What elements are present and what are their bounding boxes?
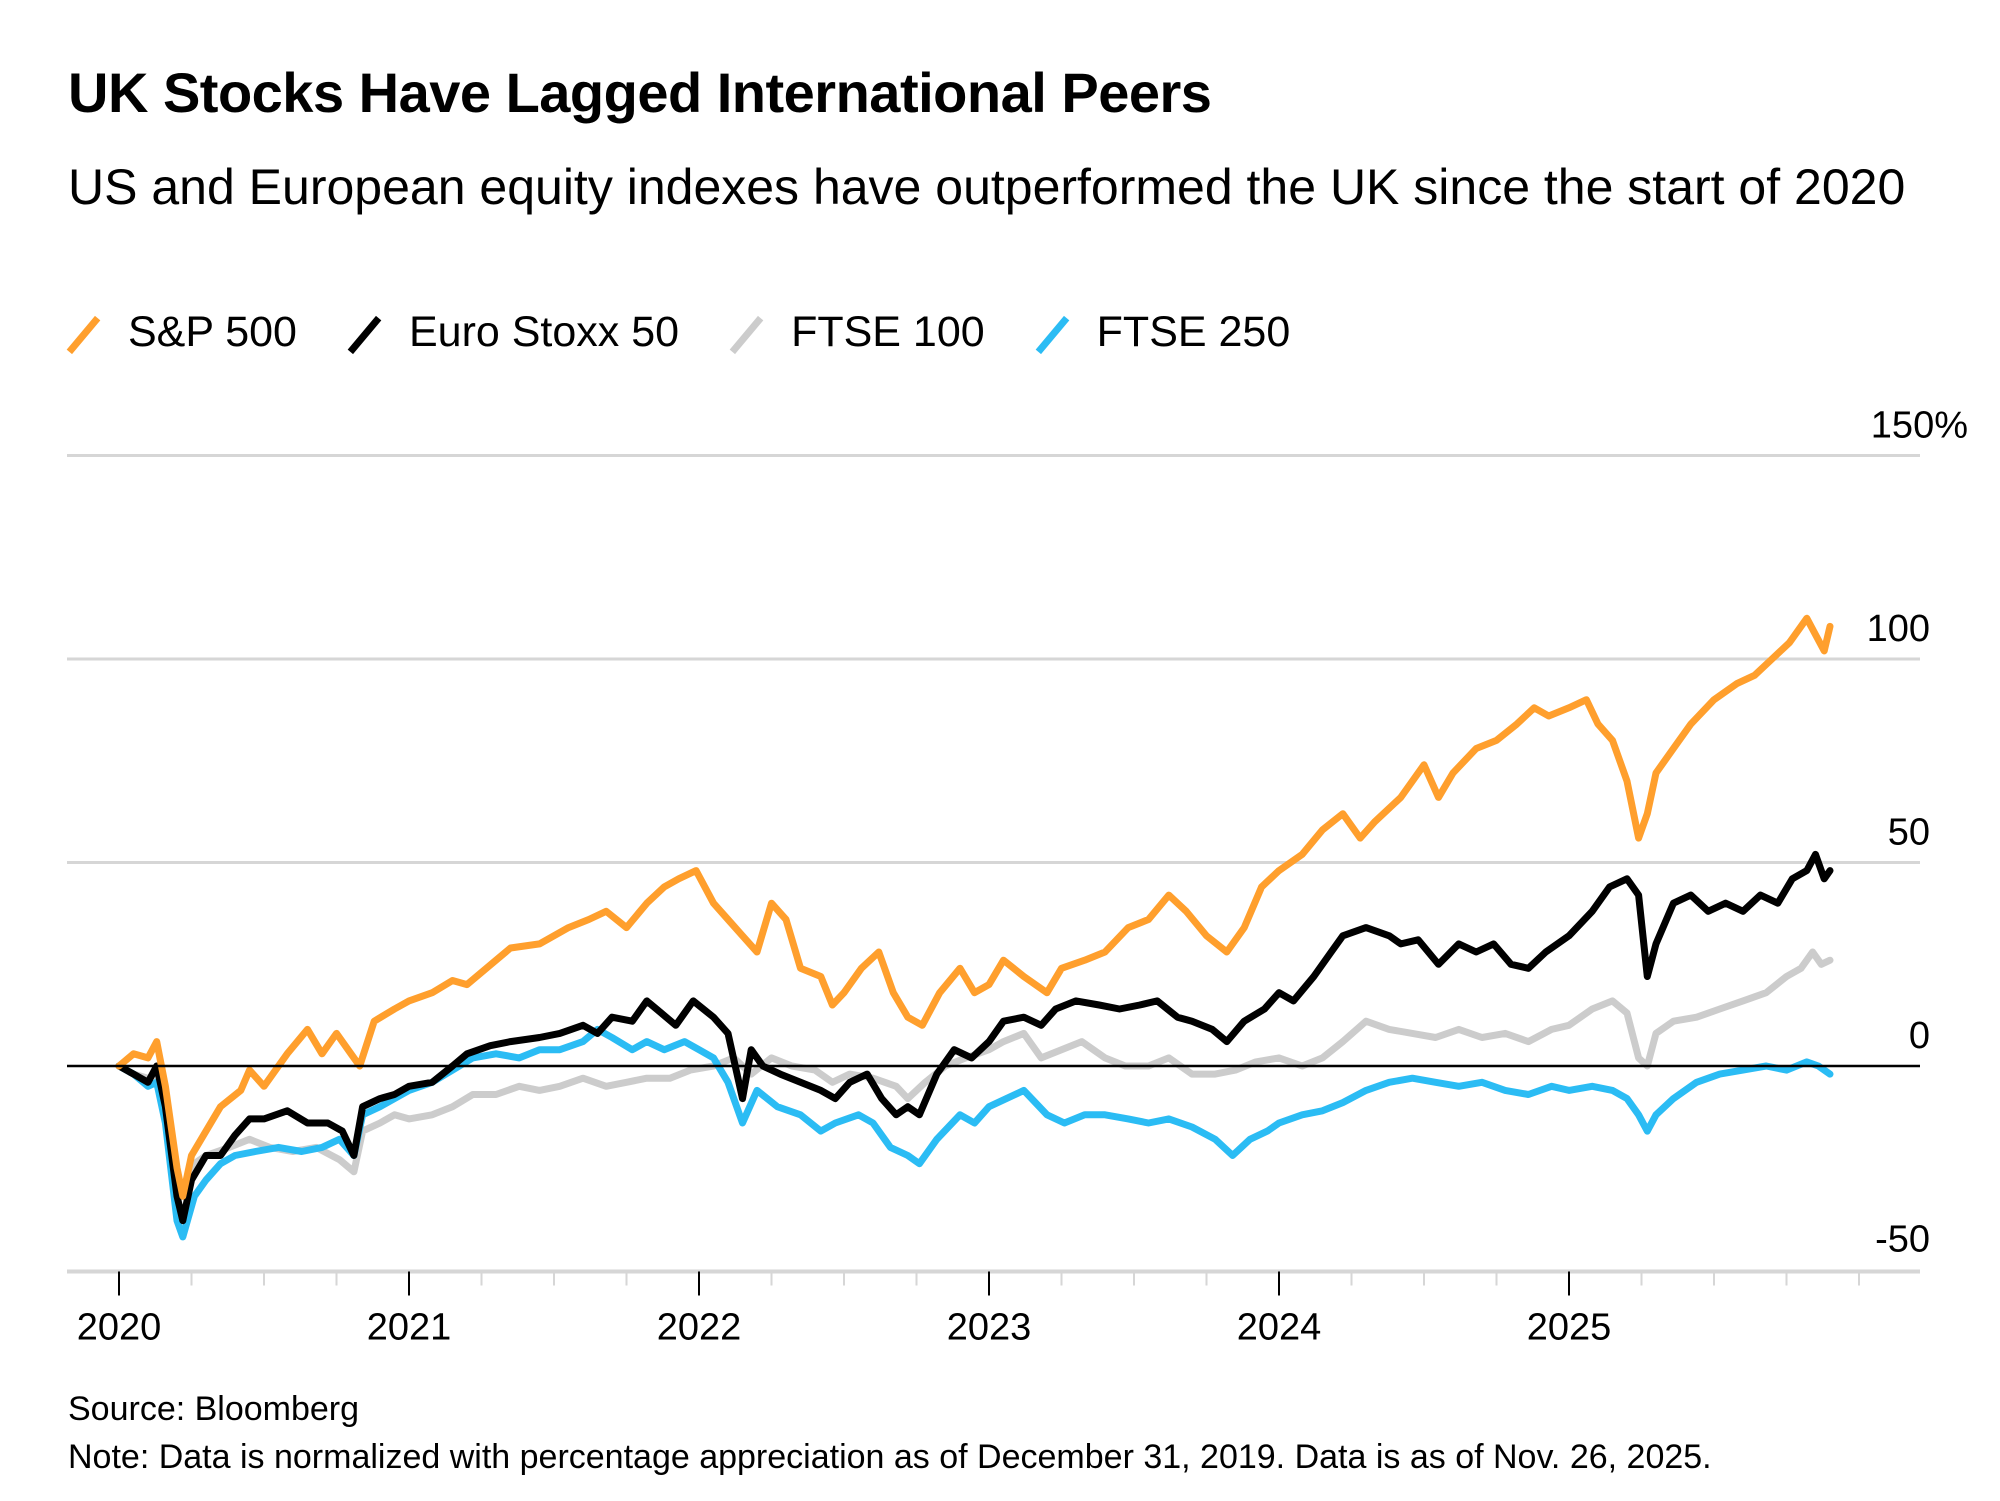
y-tick-label: -50	[1875, 1219, 1930, 1261]
x-tick-label: 2025	[1527, 1307, 1612, 1349]
series-lines	[115, 614, 1834, 1241]
series-line-euro-stoxx-50	[115, 850, 1834, 1225]
series-line-s-p-500	[115, 614, 1834, 1200]
chart-title: UK Stocks Have Lagged International Peer…	[68, 61, 1212, 124]
series-line-ftse-250	[115, 1025, 1834, 1241]
legend: S&P 500 Euro Stoxx 50 FTSE 100 FTSE 250	[68, 308, 1342, 357]
x-tick-label: 2020	[77, 1307, 162, 1349]
legend-item-euro-stoxx-50: Euro Stoxx 50	[349, 308, 679, 357]
y-tick-label: 50	[1888, 812, 1930, 854]
x-axis: 2020 2021 2022 2023 2024 2025	[67, 1269, 1920, 1349]
legend-item-ftse-250: FTSE 250	[1037, 308, 1291, 357]
x-tick-label: 2021	[367, 1307, 452, 1349]
y-axis: 150% 100 50 0 -50	[1867, 405, 1968, 1261]
x-tick-label: 2023	[947, 1307, 1032, 1349]
gridlines	[67, 454, 1920, 864]
source-note: Source: Bloomberg	[68, 1390, 360, 1428]
chart-subtitle: US and European equity indexes have outp…	[68, 159, 1906, 215]
y-tick-label: 100	[1867, 608, 1930, 650]
legend-item-ftse-100: FTSE 100	[731, 308, 985, 357]
legend-label: FTSE 100	[791, 308, 985, 356]
legend-label: FTSE 250	[1096, 308, 1291, 356]
x-tick-label: 2022	[657, 1307, 742, 1349]
legend-item-sp500: S&P 500	[68, 308, 297, 357]
x-tick-label: 2024	[1237, 1307, 1322, 1349]
legend-label: S&P 500	[128, 308, 297, 356]
legend-label: Euro Stoxx 50	[408, 308, 680, 356]
y-tick-label: 150%	[1871, 405, 1968, 447]
footnote: Note: Data is normalized with percentage…	[68, 1438, 1712, 1476]
y-tick-label: 0	[1909, 1015, 1930, 1057]
